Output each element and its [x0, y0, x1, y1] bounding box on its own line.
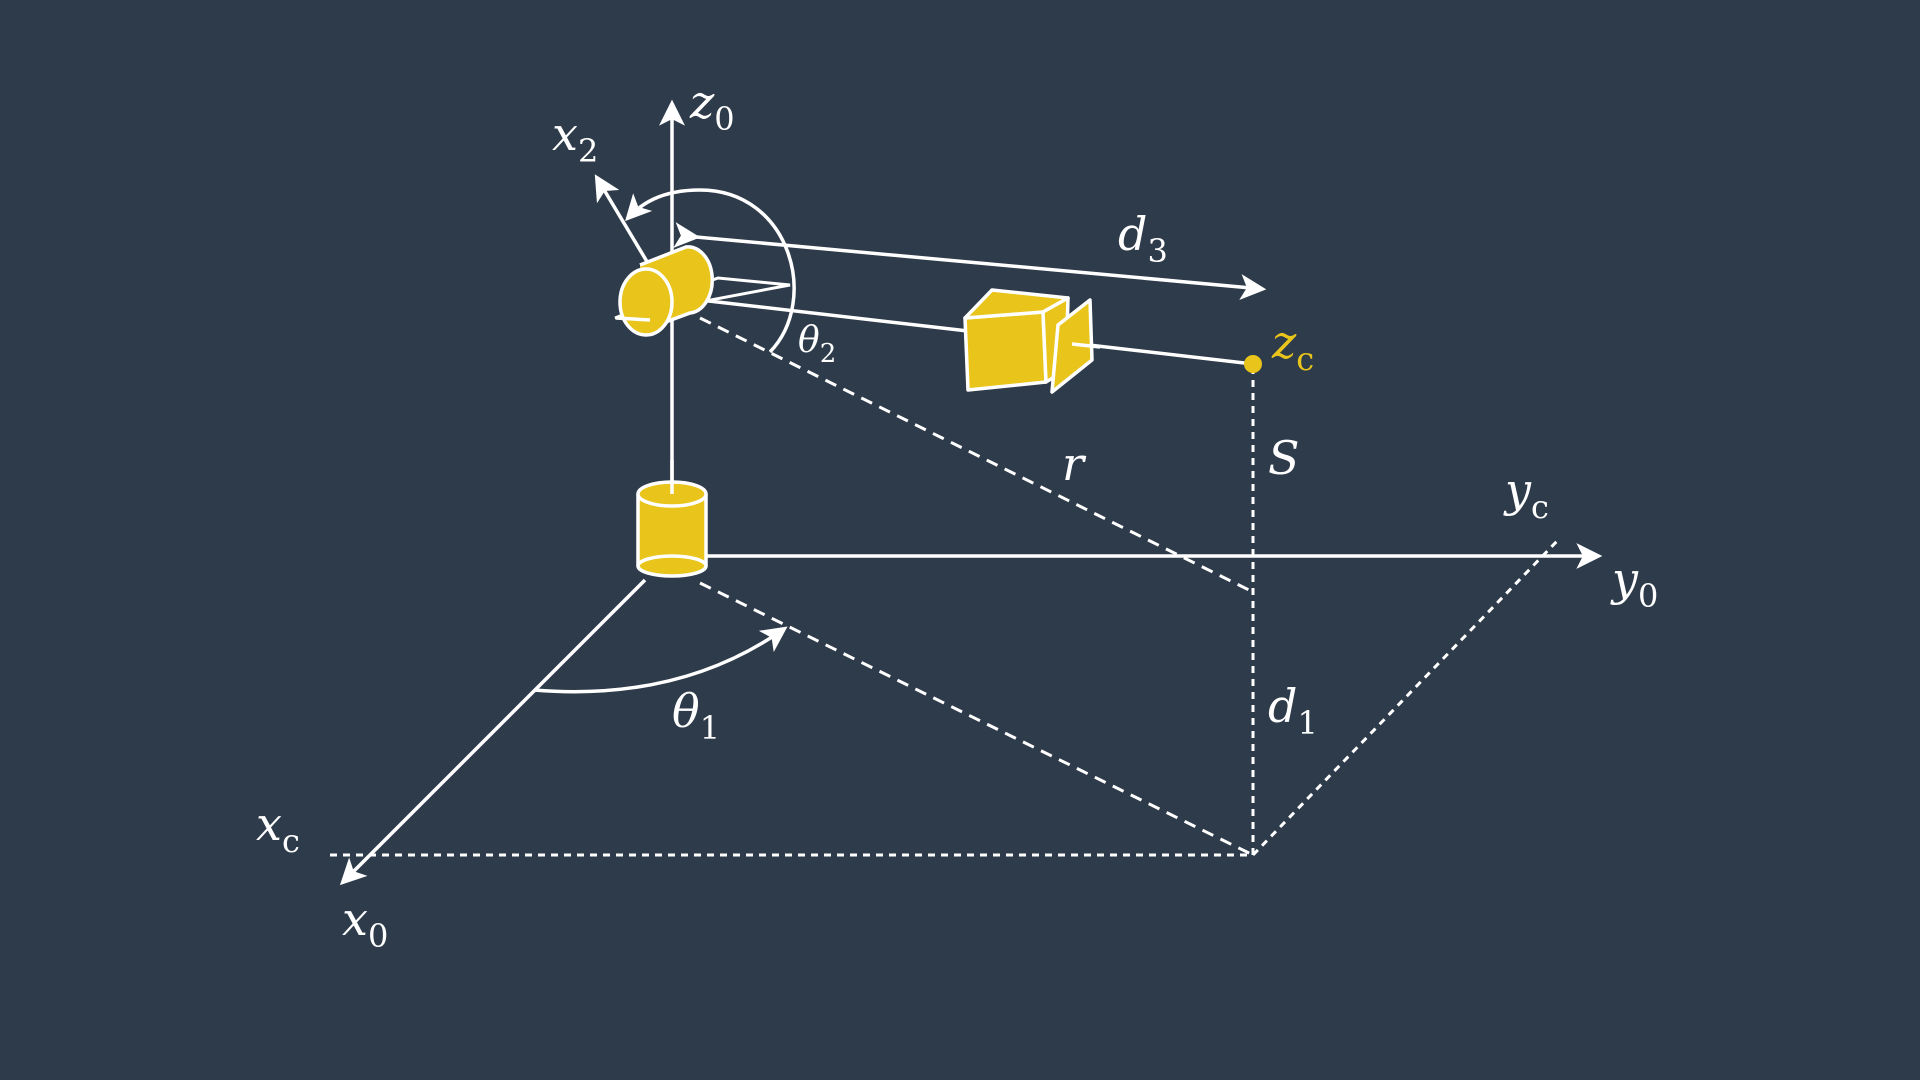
label-r: r: [1062, 437, 1087, 491]
label-d3: d3: [1118, 207, 1168, 270]
x2-axis: [594, 174, 654, 271]
d3-arrow: [673, 222, 1267, 300]
camera-lens: [1050, 298, 1101, 394]
label-yc: yc: [1503, 463, 1549, 526]
theta2-arc: [625, 188, 796, 354]
label-y0: y0: [1610, 552, 1658, 615]
base-projection-dashed-line: [699, 581, 1254, 857]
label-x2: x2: [552, 107, 598, 170]
zc-point: [1244, 355, 1262, 373]
label-z0: z0: [689, 75, 735, 138]
label-theta2: θ2: [798, 320, 836, 369]
label-x0: x0: [342, 892, 388, 955]
label-S: S: [1268, 431, 1300, 485]
shoulder-joint-cylinder: [615, 245, 714, 337]
yc-dotted-line: [1251, 536, 1562, 857]
label-theta1: θ1: [672, 684, 720, 747]
r-dashed-line: [699, 316, 1254, 594]
label-d1: d1: [1268, 679, 1318, 742]
theta1-arc: [533, 626, 788, 694]
label-xc: xc: [256, 797, 300, 860]
x0-axis: [339, 578, 647, 886]
label-zc: zc: [1271, 315, 1314, 378]
base-joint-cylinder: [636, 460, 708, 578]
